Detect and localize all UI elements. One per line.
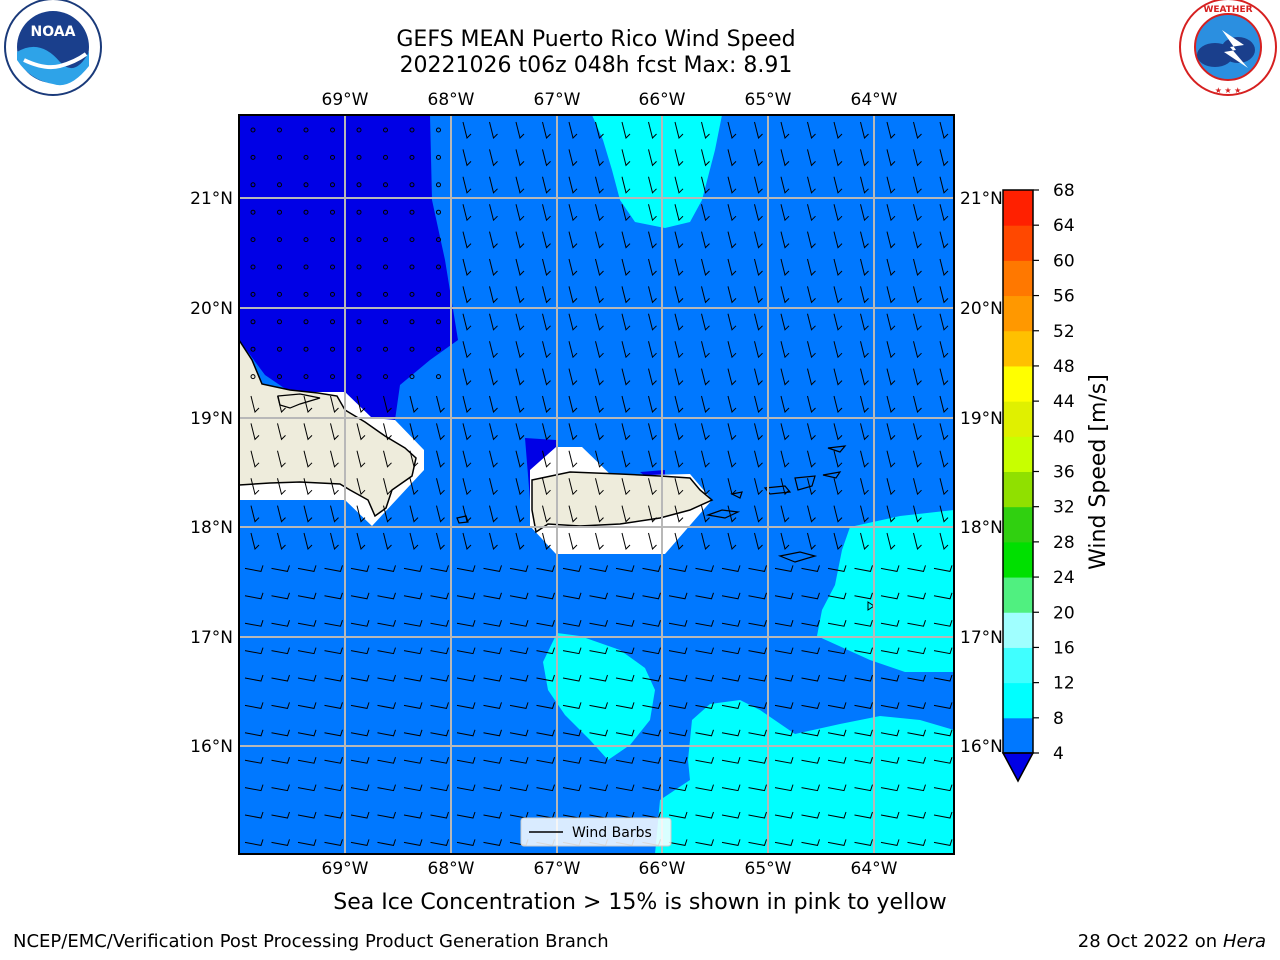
lon-label-top: 68°W	[428, 90, 475, 110]
lat-label-right: 16°N	[960, 737, 1003, 757]
wind-barbs	[244, 121, 953, 846]
chart-title: GEFS MEAN Puerto Rico Wind Speed	[396, 27, 796, 52]
colorbar-under-arrow	[1001, 752, 1035, 783]
colorbar-swatch	[1003, 330, 1033, 367]
legend-label: Wind Barbs	[572, 825, 652, 841]
lon-label-top: 67°W	[534, 90, 581, 110]
lon-label-top: 66°W	[639, 90, 686, 110]
colorbar-swatch	[1003, 295, 1033, 332]
colorbar-tick-label: 52	[1053, 322, 1075, 342]
colorbar-tick-label: 8	[1053, 709, 1064, 729]
colorbar-tick-label: 24	[1053, 568, 1075, 588]
noaa-logo: NOAA	[4, 0, 102, 96]
colorbar-swatch	[1003, 190, 1033, 226]
svg-text:★ ★ ★: ★ ★ ★	[1215, 86, 1242, 95]
colorbar-tick-label: 64	[1053, 216, 1075, 236]
colorbar-swatch	[1003, 401, 1033, 437]
lat-label-right: 19°N	[960, 409, 1003, 429]
colorbar-tick-label: 16	[1053, 638, 1075, 658]
nws-logo: WEATHER ★ ★ ★	[1179, 0, 1277, 96]
colorbar-tick-label: 44	[1053, 392, 1075, 412]
colorbar-tick-label: 56	[1053, 287, 1075, 307]
footer-date-text: 28 Oct 2022 on	[1077, 931, 1218, 952]
lat-label-left: 16°N	[190, 737, 233, 757]
lon-label-bottom: 67°W	[534, 859, 581, 879]
colorbar-swatch	[1003, 506, 1033, 543]
lat-label-left: 19°N	[190, 409, 233, 429]
lat-label-right: 17°N	[960, 628, 1003, 648]
lat-label-left: 18°N	[190, 518, 233, 538]
lon-label-top: 69°W	[322, 90, 369, 110]
noaa-logo-text: NOAA	[31, 24, 76, 40]
colorbar-tick-label: 20	[1053, 603, 1075, 623]
colorbar-swatch	[1003, 541, 1033, 578]
puerto-rico-land	[531, 471, 714, 534]
colorbar-swatch	[1003, 577, 1033, 613]
lon-label-bottom: 68°W	[428, 859, 475, 879]
colorbar-tick-label: 48	[1053, 357, 1075, 377]
colorbar-swatch	[1003, 612, 1033, 648]
lat-label-left: 21°N	[190, 189, 233, 209]
colorbar-swatch	[1003, 436, 1033, 472]
colorbar-tick-label: 40	[1053, 427, 1075, 447]
fast-wind-region	[655, 700, 954, 854]
map-frame	[238, 114, 955, 855]
lat-label-right: 18°N	[960, 518, 1003, 538]
colorbar-swatch	[1003, 260, 1033, 297]
fast-wind-region	[543, 633, 655, 760]
colorbar-swatch	[1003, 225, 1033, 261]
fast-wind-region	[592, 115, 722, 228]
colorbar-tick-label: 60	[1053, 251, 1075, 271]
colorbar-swatch	[1003, 717, 1033, 754]
wind-barb-legend: Wind Barbs	[520, 817, 672, 847]
lat-label-right: 21°N	[960, 189, 1003, 209]
calm-wind-region	[239, 115, 458, 420]
chart-subtitle: 20221026 t06z 048h fcst Max: 8.91	[399, 53, 793, 78]
graticule	[239, 115, 954, 854]
colorbar-tick-label: 68	[1053, 181, 1075, 201]
lon-label-bottom: 64°W	[851, 859, 898, 879]
colorbar-tick-label: 12	[1053, 674, 1075, 694]
fast-wind-region	[817, 510, 954, 672]
footer-branch: NCEP/EMC/Verification Post Processing Pr…	[13, 931, 609, 952]
colorbar-tick-label: 36	[1053, 463, 1075, 483]
colorbar-swatch	[1003, 682, 1033, 719]
lat-label-left: 20°N	[190, 299, 233, 319]
lon-label-bottom: 66°W	[639, 859, 686, 879]
colorbar-tick-label: 4	[1053, 744, 1064, 764]
lon-label-top: 64°W	[851, 90, 898, 110]
lon-label-top: 65°W	[745, 90, 792, 110]
colorbar-label: Wind Speed [m/s]	[1086, 374, 1111, 570]
lat-label-left: 17°N	[190, 628, 233, 648]
colorbar-swatch	[1003, 471, 1033, 508]
lon-label-bottom: 69°W	[322, 859, 369, 879]
svg-text:WEATHER: WEATHER	[1203, 5, 1252, 15]
lat-label-right: 20°N	[960, 299, 1003, 319]
colorbar-tick-label: 28	[1053, 533, 1075, 553]
sea-ice-note: Sea Ice Concentration > 15% is shown in …	[333, 890, 947, 915]
footer-host: Hera	[1222, 931, 1266, 952]
footer-date: 28 Oct 2022 on Hera	[1078, 931, 1266, 952]
map-area	[239, 115, 954, 854]
lon-label-bottom: 65°W	[745, 859, 792, 879]
colorbar-swatch	[1003, 365, 1033, 402]
colorbar-swatch	[1003, 647, 1033, 684]
colorbar-tick-label: 32	[1053, 498, 1075, 518]
